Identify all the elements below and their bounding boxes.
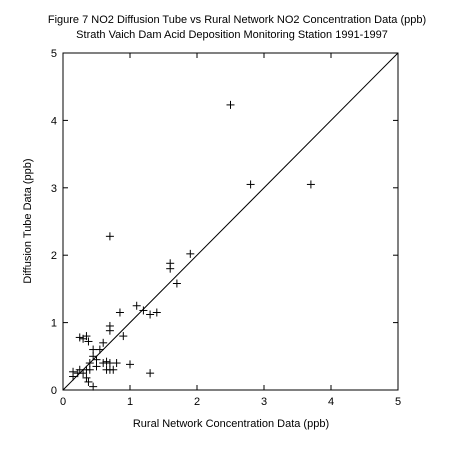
data-point [92,362,101,371]
data-point [172,279,181,288]
chart-title: Figure 7 NO2 Diffusion Tube vs Rural Net… [48,14,426,26]
data-points [69,100,315,391]
data-point [95,345,104,354]
data-point [84,337,93,346]
data-point [115,308,124,317]
data-point [105,321,114,330]
x-axis: 0 1 2 3 4 5 [60,53,401,408]
data-point [82,373,91,382]
data-point [89,352,98,361]
data-point [75,333,84,342]
plot-frame [62,52,399,391]
x-axis-label: Rural Network Concentration Data (ppb) [133,418,329,430]
data-point [119,332,128,341]
data-point [246,180,255,189]
data-point [79,369,88,378]
x-tick-label: 0 [60,396,66,408]
x-tick-label: 3 [261,396,267,408]
data-point [85,359,94,368]
data-point [99,338,108,347]
data-point [92,355,101,364]
data-point [166,259,175,268]
y-tick-label: 0 [51,385,57,397]
y-tick-label: 5 [51,48,57,60]
data-point [226,100,235,109]
data-point [99,359,108,368]
y-tick-label: 4 [51,115,57,127]
data-point [306,180,315,189]
reference-line [62,52,399,391]
data-point [105,359,114,368]
y-tick-label: 2 [51,250,57,262]
data-point [146,369,155,378]
data-point [75,365,84,374]
data-point [112,359,121,368]
data-point [89,345,98,354]
data-point [89,382,98,391]
x-tick-label: 1 [127,396,133,408]
x-tick-label: 5 [395,396,401,408]
data-point [146,310,155,319]
x-tick-label: 4 [328,396,334,408]
chart-subtitle: Strath Vaich Dam Acid Deposition Monitor… [76,29,388,41]
data-point [139,306,148,315]
data-point [69,367,78,376]
x-tick-label: 2 [194,396,200,408]
data-point [84,377,93,386]
y-axis-label: Diffusion Tube Data (ppb) [22,158,34,283]
y-axis: 0 1 2 3 4 5 [51,48,398,397]
data-point [152,308,161,317]
data-point [82,332,91,341]
data-point [109,365,118,374]
y-tick-label: 1 [51,318,57,330]
data-point [102,357,111,366]
data-point [132,301,141,310]
data-point [186,249,195,258]
data-point [126,360,134,369]
data-point [105,232,114,241]
y-tick-label: 3 [51,183,57,195]
data-point [85,365,94,374]
